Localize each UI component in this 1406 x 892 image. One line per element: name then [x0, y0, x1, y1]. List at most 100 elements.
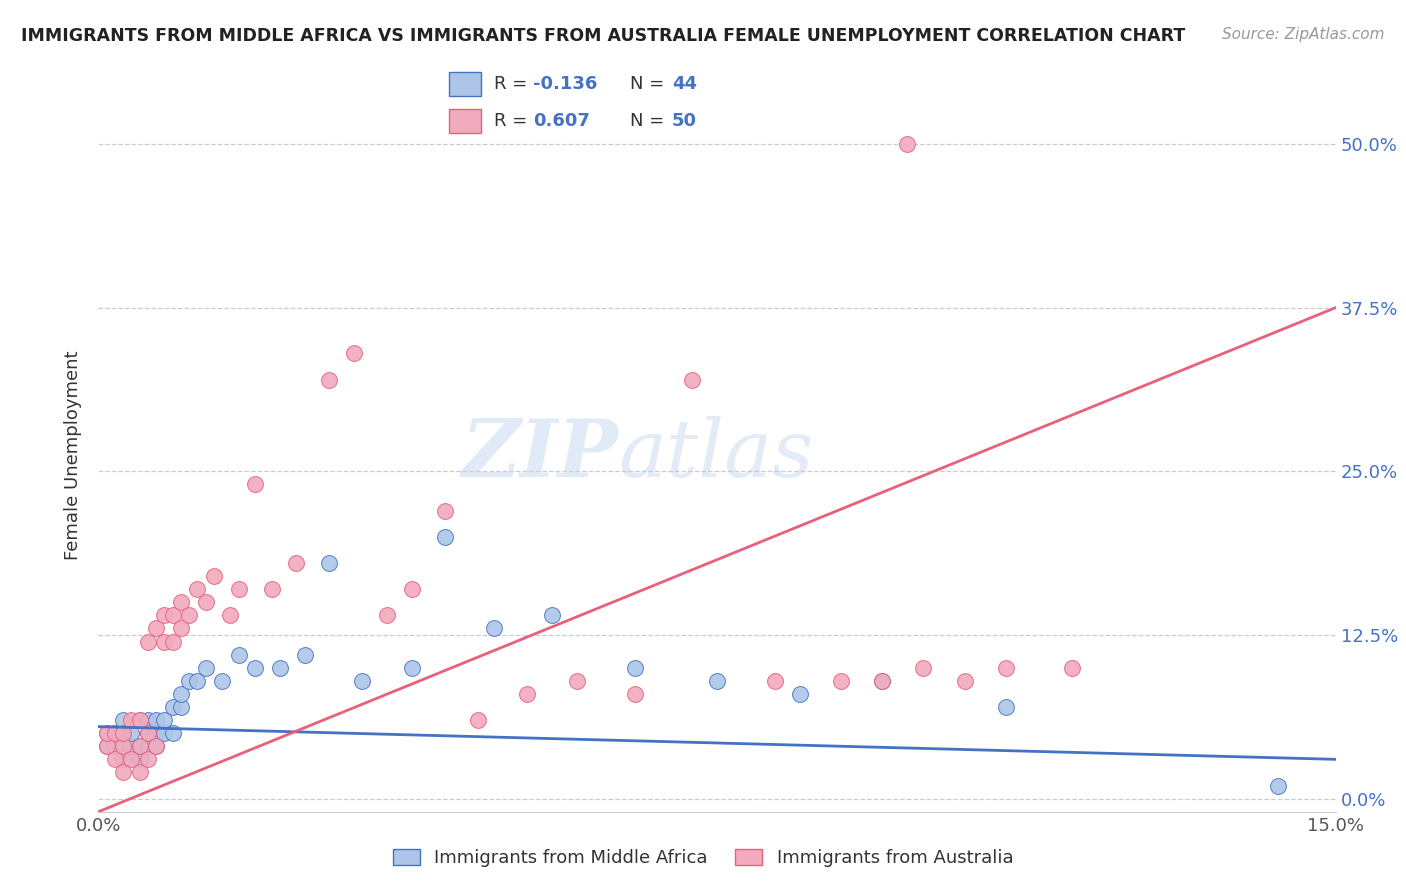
Point	[870, 673, 893, 688]
Point	[96, 739, 118, 754]
Bar	[449, 109, 481, 133]
Point	[170, 621, 193, 635]
Point	[375, 608, 398, 623]
Text: 0.607: 0.607	[533, 112, 589, 130]
Point	[112, 752, 135, 766]
Point	[352, 673, 374, 688]
Text: -0.136: -0.136	[533, 75, 598, 93]
Point	[912, 661, 935, 675]
Text: R =: R =	[494, 112, 533, 130]
Point	[104, 726, 127, 740]
Point	[128, 752, 150, 766]
Point	[145, 713, 167, 727]
Point	[789, 687, 811, 701]
Point	[145, 739, 167, 754]
Point	[104, 739, 127, 754]
Point	[194, 661, 217, 675]
Point	[219, 608, 242, 623]
Point	[202, 569, 225, 583]
Point	[318, 556, 340, 570]
Point	[128, 765, 150, 780]
Point	[162, 634, 184, 648]
Point	[162, 608, 184, 623]
Point	[194, 595, 217, 609]
Point	[112, 739, 135, 754]
Point	[162, 700, 184, 714]
Point	[484, 621, 506, 635]
Point	[433, 530, 456, 544]
Point	[96, 739, 118, 754]
Point	[541, 608, 564, 623]
Y-axis label: Female Unemployment: Female Unemployment	[65, 351, 83, 559]
Point	[260, 582, 283, 596]
Point	[830, 673, 852, 688]
Point	[96, 726, 118, 740]
Point	[153, 713, 176, 727]
Point	[269, 661, 291, 675]
Point	[994, 700, 1017, 714]
Point	[467, 713, 489, 727]
Point	[953, 673, 976, 688]
Text: atlas: atlas	[619, 417, 814, 493]
Text: ZIP: ZIP	[461, 417, 619, 493]
Point	[136, 739, 159, 754]
Point	[228, 648, 250, 662]
Point	[112, 726, 135, 740]
Bar	[449, 72, 481, 96]
Point	[1267, 779, 1289, 793]
Point	[285, 556, 308, 570]
Point	[516, 687, 538, 701]
Point	[763, 673, 786, 688]
Point	[112, 713, 135, 727]
Point	[318, 373, 340, 387]
Point	[153, 634, 176, 648]
Point	[170, 687, 193, 701]
Point	[104, 726, 127, 740]
Point	[145, 726, 167, 740]
Point	[136, 726, 159, 740]
Point	[145, 621, 167, 635]
Point	[136, 752, 159, 766]
Point	[211, 673, 233, 688]
Point	[120, 739, 142, 754]
Point	[706, 673, 728, 688]
Point	[294, 648, 316, 662]
Point	[162, 726, 184, 740]
Point	[112, 765, 135, 780]
Text: 50: 50	[672, 112, 697, 130]
Point	[112, 726, 135, 740]
Point	[170, 595, 193, 609]
Text: 44: 44	[672, 75, 697, 93]
Point	[120, 752, 142, 766]
Point	[1060, 661, 1083, 675]
Point	[170, 700, 193, 714]
Point	[228, 582, 250, 596]
Point	[120, 726, 142, 740]
Point	[96, 726, 118, 740]
Point	[136, 726, 159, 740]
Point	[994, 661, 1017, 675]
Point	[870, 673, 893, 688]
Point	[120, 713, 142, 727]
Point	[153, 608, 176, 623]
Text: N =: N =	[630, 112, 669, 130]
Text: N =: N =	[630, 75, 669, 93]
Point	[243, 477, 266, 491]
Point	[681, 373, 703, 387]
Point	[145, 739, 167, 754]
Point	[128, 739, 150, 754]
Point	[401, 661, 423, 675]
Point	[243, 661, 266, 675]
Point	[565, 673, 588, 688]
Point	[186, 582, 208, 596]
Point	[401, 582, 423, 596]
Point	[186, 673, 208, 688]
Point	[179, 608, 201, 623]
Point	[136, 713, 159, 727]
Point	[104, 752, 127, 766]
Legend: Immigrants from Middle Africa, Immigrants from Australia: Immigrants from Middle Africa, Immigrant…	[385, 841, 1021, 874]
Point	[153, 726, 176, 740]
Point	[136, 634, 159, 648]
Text: IMMIGRANTS FROM MIDDLE AFRICA VS IMMIGRANTS FROM AUSTRALIA FEMALE UNEMPLOYMENT C: IMMIGRANTS FROM MIDDLE AFRICA VS IMMIGRA…	[21, 27, 1185, 45]
Point	[179, 673, 201, 688]
